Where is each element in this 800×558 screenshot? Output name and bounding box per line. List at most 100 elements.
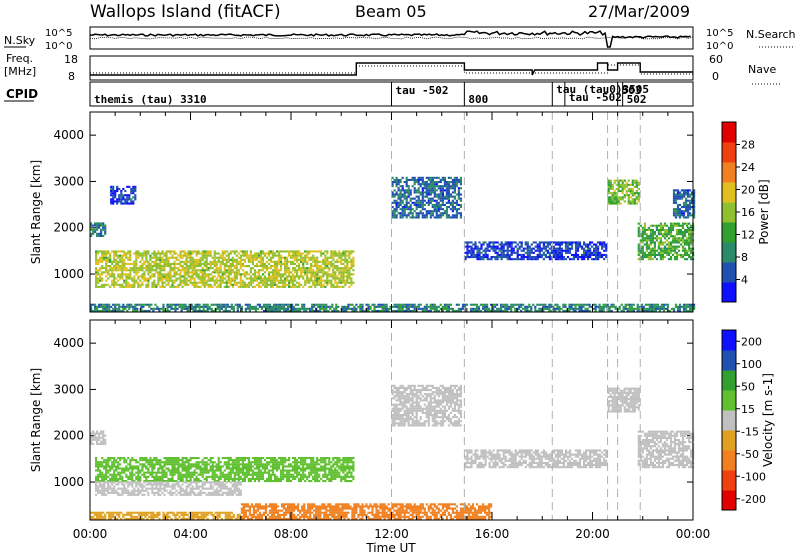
data-cell xyxy=(208,284,210,286)
data-cell xyxy=(145,278,147,280)
data-cell xyxy=(139,463,141,465)
noise-right-tick-bottom: 10^0 xyxy=(706,41,733,52)
data-cell xyxy=(412,306,414,308)
data-cell xyxy=(179,263,181,265)
data-cell xyxy=(422,179,424,181)
data-cell xyxy=(667,304,669,306)
data-cell xyxy=(684,248,686,250)
data-cell xyxy=(348,271,350,273)
data-cell xyxy=(400,196,402,198)
data-cell xyxy=(161,472,163,474)
data-cell xyxy=(254,271,256,273)
data-cell xyxy=(422,189,424,191)
data-cell xyxy=(101,273,103,275)
data-cell xyxy=(442,191,444,193)
data-cell xyxy=(167,275,169,277)
data-cell xyxy=(218,267,220,269)
data-cell xyxy=(228,261,230,263)
data-cell xyxy=(212,465,214,467)
data-cell xyxy=(161,282,163,284)
data-cell xyxy=(125,280,127,282)
data-cell xyxy=(686,239,688,241)
data-cell xyxy=(316,269,318,271)
data-cell xyxy=(215,304,217,306)
data-cell xyxy=(456,212,458,214)
data-cell xyxy=(206,261,208,263)
data-cell xyxy=(531,252,533,254)
data-cell xyxy=(252,261,254,263)
data-cell xyxy=(163,282,165,284)
data-cell xyxy=(232,470,234,472)
data-cell xyxy=(171,280,173,282)
data-cell xyxy=(186,461,188,463)
data-cell xyxy=(230,282,232,284)
data-cell xyxy=(635,308,637,310)
data-cell xyxy=(240,457,242,459)
data-cell xyxy=(218,461,220,463)
data-cell xyxy=(296,265,298,267)
data-cell xyxy=(99,286,101,288)
data-cell xyxy=(690,248,692,250)
data-cell xyxy=(248,286,250,288)
data-cell xyxy=(414,187,416,189)
data-cell xyxy=(422,181,424,183)
data-cell xyxy=(95,259,97,261)
data-cell xyxy=(324,259,326,261)
data-cell xyxy=(190,468,192,470)
data-cell xyxy=(151,261,153,263)
data-cell xyxy=(231,308,233,310)
data-cell xyxy=(214,257,216,259)
data-cell xyxy=(666,231,668,233)
data-cell xyxy=(129,474,131,476)
data-cell xyxy=(105,263,107,265)
data-cell xyxy=(688,256,690,258)
data-cell xyxy=(274,278,276,280)
data-cell xyxy=(408,191,410,193)
data-cell xyxy=(681,194,683,196)
data-cell xyxy=(135,476,137,478)
data-cell xyxy=(646,254,648,256)
data-cell xyxy=(529,250,531,252)
data-cell xyxy=(107,465,109,467)
data-cell xyxy=(143,457,145,459)
data-cell xyxy=(308,257,310,259)
data-cell xyxy=(134,196,136,198)
data-cell xyxy=(440,304,442,306)
data-cell xyxy=(330,280,332,282)
data-cell xyxy=(448,187,450,189)
data-cell xyxy=(262,280,264,282)
data-cell xyxy=(386,306,388,308)
data-cell xyxy=(557,258,559,260)
data-cell xyxy=(100,304,102,306)
data-cell xyxy=(406,308,408,310)
data-cell xyxy=(175,468,177,470)
data-cell xyxy=(252,255,254,257)
data-cell xyxy=(272,269,274,271)
data-cell xyxy=(468,256,470,258)
data-cell xyxy=(685,202,687,204)
data-cell xyxy=(184,457,186,459)
data-cell xyxy=(274,269,276,271)
data-cell xyxy=(272,255,274,257)
data-cell xyxy=(206,282,208,284)
data-cell xyxy=(231,306,233,308)
data-cell xyxy=(190,271,192,273)
data-cell xyxy=(308,271,310,273)
data-cell xyxy=(268,271,270,273)
data-cell xyxy=(262,263,264,265)
data-cell xyxy=(254,265,256,267)
data-cell xyxy=(151,284,153,286)
data-cell xyxy=(674,223,676,225)
data-cell xyxy=(234,474,236,476)
data-cell xyxy=(308,280,310,282)
data-cell xyxy=(677,308,679,310)
data-cell xyxy=(216,278,218,280)
data-cell xyxy=(171,468,173,470)
data-cell xyxy=(448,181,450,183)
data-cell xyxy=(167,280,169,282)
data-cell xyxy=(111,271,113,273)
data-cell xyxy=(186,273,188,275)
data-cell xyxy=(228,457,230,459)
data-cell xyxy=(159,472,161,474)
data-cell xyxy=(96,306,98,308)
